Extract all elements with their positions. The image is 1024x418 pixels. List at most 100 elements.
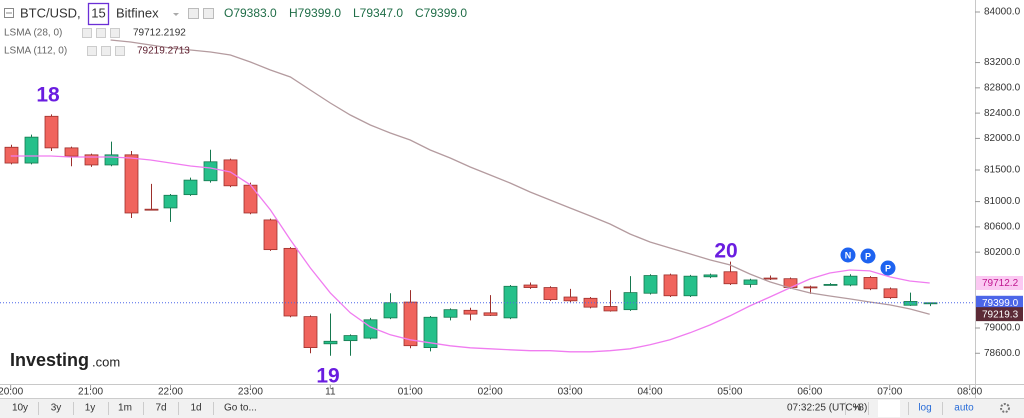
candle-body [243,184,258,214]
toolbar-ranges: 10y 3y 1y 1m 7d 1d [12,403,202,414]
x-tick-label: 06:00 [797,387,822,398]
event-marker[interactable] [840,247,856,263]
range-button[interactable]: 1d [190,403,201,414]
y-tick-label: 82000.0 [984,133,1021,144]
candle-body [163,194,178,209]
interval[interactable]: 15 [91,5,105,20]
legend-icon[interactable] [96,28,106,38]
candle-body [64,147,79,157]
indicator-line [10,155,930,353]
y-tick-label: 78600.0 [984,348,1021,359]
candle-body [383,302,398,319]
event-marker-label: P [885,263,891,273]
candle-body [104,154,119,166]
settings-gear[interactable] [1000,403,1010,413]
range-button[interactable]: 10y [12,403,28,414]
candle-body [203,161,218,182]
range-button[interactable]: 1m [118,403,132,414]
price-tag [976,295,1023,310]
legend-value: 79219.2713 [137,46,190,57]
candle-body [283,247,298,317]
ohlc-low: L79347.0 [353,6,403,20]
candle-body [603,306,618,312]
candle-body [683,275,698,297]
x-tick-label: 05:00 [717,387,742,398]
price-tag-label: 79712.2 [982,278,1019,289]
candle-body [883,288,898,299]
candle-body [803,286,818,289]
candle-body [543,287,558,300]
x-tick-label: 08:00 [957,387,982,398]
ohlc-close: C79399.0 [415,6,467,20]
event-marker-label: N [845,250,852,260]
blank-button [878,400,900,417]
annotation: 18 [36,84,60,107]
log-button[interactable]: log [918,403,931,414]
percent-button[interactable]: % [853,403,862,414]
candle-body [44,115,59,149]
legend-icon[interactable] [82,28,92,38]
price-tag [976,275,1023,290]
legend-icons [82,28,125,56]
price-tag-label: 79399.0 [982,298,1019,309]
candle-body [523,284,538,288]
legend-icon[interactable] [101,46,111,56]
range-button[interactable]: 3y [51,403,62,414]
event-marker-label: P [865,251,871,261]
candle-body [563,296,578,302]
goto-button[interactable]: Go to... [224,403,257,414]
dropdown-arrow[interactable] [173,13,179,16]
indicator-line [110,39,930,315]
x-tick-label: 22:00 [158,387,183,398]
candle-body [503,285,518,319]
candle-body [583,297,598,308]
plot-area [0,39,975,356]
candle-body [423,316,438,348]
annotation: 19 [316,365,339,388]
y-tick-label: 81000.0 [984,196,1021,207]
x-tick-label: 01:00 [398,387,423,398]
x-tick-label: 23:00 [238,387,263,398]
range-button[interactable]: 1y [85,403,96,414]
toolbar [0,398,1024,418]
legend-icon[interactable] [87,46,97,56]
y-tick-label: 84000.0 [984,7,1021,18]
candle-body [223,159,238,187]
candle-body [263,219,278,251]
x-tick-label: 04:00 [637,387,662,398]
exchange: Bitfinex [116,5,159,20]
candle-body [4,146,19,164]
y-tick-label: 80600.0 [984,222,1021,233]
candle-body [24,136,39,164]
logo-suffix: .com [92,354,120,369]
logo: Investing [10,350,89,370]
ohlc-high: H79399.0 [289,6,341,20]
candle-body [823,283,838,286]
x-tick-label: 21:00 [78,387,103,398]
candle-body [483,312,498,316]
candle-body [663,274,678,297]
candle-body [723,271,738,285]
candle-body [643,275,658,294]
eye-icon[interactable] [188,8,199,19]
event-marker[interactable] [860,248,876,264]
collapse-icon[interactable] [4,8,14,18]
candle-body [323,340,338,345]
x-tick-label: 11 [325,387,336,398]
interval-box[interactable] [87,2,110,26]
range-button[interactable]: 7d [155,403,166,414]
event-marker[interactable] [880,260,896,276]
candle-body [863,277,878,290]
legend-label: LSMA (112, 0) [4,46,67,57]
legend-icon[interactable] [115,46,125,56]
legend-icon[interactable] [110,28,120,38]
price-tag-label: 79219.3 [982,309,1019,320]
settings-icon[interactable] [203,8,214,19]
candle-body [763,277,778,280]
auto-button[interactable]: auto [954,403,974,414]
clock: 07:32:25 (UTC+8) [787,403,867,414]
x-tick-label: 07:00 [877,387,902,398]
ohlc-open: O79383.0 [224,6,277,20]
